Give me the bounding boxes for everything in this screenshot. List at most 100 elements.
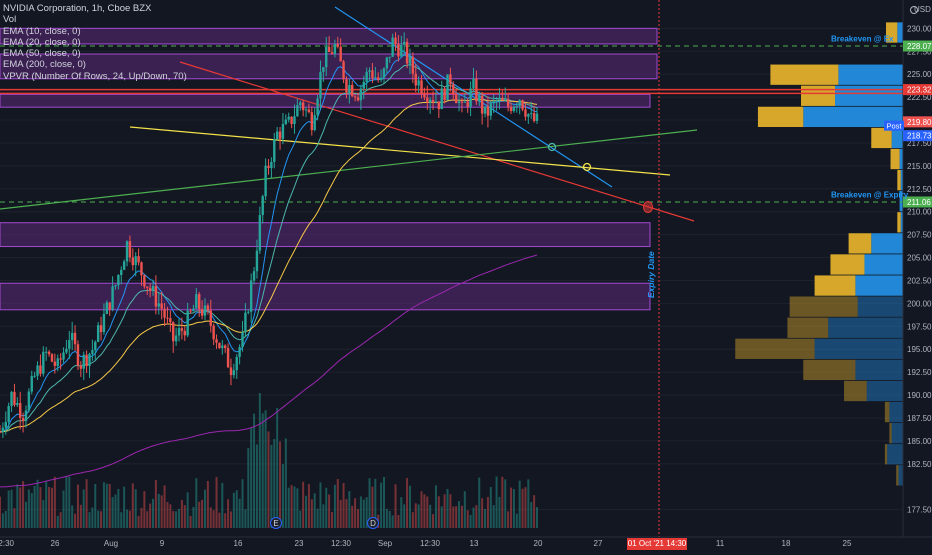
- candle-body[interactable]: [7, 406, 10, 422]
- candle-body[interactable]: [143, 275, 146, 287]
- candle-body[interactable]: [394, 37, 397, 45]
- candle-body[interactable]: [82, 354, 85, 369]
- candle-body[interactable]: [414, 73, 417, 86]
- candle-body[interactable]: [192, 308, 195, 312]
- candle-body[interactable]: [134, 256, 137, 266]
- candle-body[interactable]: [426, 97, 429, 103]
- candle-body[interactable]: [400, 44, 403, 57]
- price-label-badge[interactable]: [903, 116, 932, 128]
- candle-body[interactable]: [356, 97, 360, 101]
- currency-label[interactable]: USD: [914, 5, 931, 14]
- candle-body[interactable]: [377, 77, 380, 80]
- candle-body[interactable]: [446, 74, 449, 100]
- candle-body[interactable]: [301, 102, 305, 111]
- breakeven-expiry-annotation[interactable]: Breakeven @ Expiry: [831, 190, 909, 199]
- candle-body[interactable]: [200, 309, 204, 316]
- candle-body[interactable]: [238, 347, 241, 357]
- candle-body[interactable]: [148, 287, 152, 291]
- candle-body[interactable]: [483, 106, 487, 114]
- candle-body[interactable]: [258, 215, 262, 251]
- candle-body[interactable]: [261, 196, 264, 216]
- candle-body[interactable]: [362, 81, 365, 89]
- candle-body[interactable]: [532, 113, 536, 121]
- zone-1[interactable]: [0, 53, 658, 80]
- candle-body[interactable]: [353, 96, 357, 98]
- candle-body[interactable]: [249, 280, 253, 312]
- candle-body[interactable]: [365, 71, 368, 82]
- candle-body[interactable]: [151, 286, 155, 291]
- event-icon-1[interactable]: [367, 517, 379, 529]
- candle-body[interactable]: [512, 106, 516, 112]
- candle-body[interactable]: [68, 340, 71, 349]
- candle-body[interactable]: [206, 305, 210, 311]
- candle-body[interactable]: [284, 119, 288, 125]
- candle-body[interactable]: [169, 318, 172, 323]
- candle-body[interactable]: [521, 100, 524, 110]
- candle-body[interactable]: [105, 302, 109, 314]
- candle-body[interactable]: [186, 310, 189, 336]
- candle-body[interactable]: [154, 286, 158, 307]
- candle-body[interactable]: [0, 431, 2, 433]
- candle-body[interactable]: [19, 403, 22, 418]
- zone-3[interactable]: [0, 222, 651, 248]
- candle-body[interactable]: [397, 44, 400, 57]
- candle-body[interactable]: [498, 97, 501, 101]
- legend-ema-50[interactable]: EMA (50, close, 0): [3, 48, 81, 60]
- legend-vpvr[interactable]: VPVR (Number Of Rows, 24, Up/Down, 70): [3, 70, 187, 82]
- candle-body[interactable]: [405, 41, 409, 64]
- candle-body[interactable]: [88, 353, 91, 367]
- candle-body[interactable]: [209, 310, 212, 326]
- legend-vol[interactable]: Vol: [3, 14, 17, 26]
- candle-body[interactable]: [486, 106, 490, 116]
- candle-body[interactable]: [120, 269, 123, 275]
- price-label-badge[interactable]: [903, 196, 932, 208]
- candle-body[interactable]: [189, 310, 192, 312]
- candle-body[interactable]: [454, 94, 458, 104]
- candle-body[interactable]: [96, 325, 100, 342]
- candle-body[interactable]: [76, 344, 80, 366]
- candle-body[interactable]: [449, 74, 452, 85]
- candle-body[interactable]: [223, 345, 227, 349]
- candle-body[interactable]: [330, 52, 334, 54]
- zone-4[interactable]: [0, 282, 651, 311]
- expiry-date-annotation[interactable]: Expiry Date: [646, 251, 656, 298]
- candle-body[interactable]: [299, 102, 302, 106]
- candle-body[interactable]: [278, 131, 282, 139]
- candle-body[interactable]: [351, 84, 354, 97]
- price-label-badge[interactable]: [903, 84, 932, 96]
- breakeven-ex-annotation[interactable]: Breakeven @ Ex: [831, 34, 894, 43]
- candle-body[interactable]: [293, 116, 296, 125]
- candle-body[interactable]: [281, 124, 285, 139]
- lower-target-marker[interactable]: [643, 201, 653, 213]
- candle-body[interactable]: [140, 262, 143, 276]
- candle-body[interactable]: [166, 317, 169, 319]
- candle-body[interactable]: [434, 101, 438, 103]
- candle-body[interactable]: [267, 165, 270, 169]
- candle-body[interactable]: [371, 70, 374, 78]
- time-cursor-badge[interactable]: [627, 538, 687, 550]
- candle-body[interactable]: [255, 250, 259, 272]
- candle-body[interactable]: [428, 99, 432, 103]
- price-label-badge[interactable]: [903, 130, 932, 142]
- candle-body[interactable]: [232, 370, 236, 376]
- candle-body[interactable]: [319, 71, 322, 99]
- candle-body[interactable]: [382, 68, 386, 78]
- candle-body[interactable]: [59, 358, 62, 360]
- candle-body[interactable]: [495, 100, 498, 102]
- price-label-badge[interactable]: [903, 40, 932, 52]
- candle-body[interactable]: [241, 332, 244, 348]
- candle-body[interactable]: [313, 115, 316, 131]
- candle-body[interactable]: [408, 56, 412, 64]
- candle-body[interactable]: [70, 332, 74, 341]
- candle-body[interactable]: [177, 328, 181, 336]
- candle-body[interactable]: [325, 47, 328, 68]
- candle-body[interactable]: [102, 313, 106, 333]
- candle-body[interactable]: [417, 80, 420, 86]
- candle-body[interactable]: [79, 365, 83, 369]
- candle-body[interactable]: [215, 339, 218, 343]
- candle-body[interactable]: [114, 285, 117, 287]
- symbol-title[interactable]: NVIDIA Corporation, 1h, Cboe BZX: [3, 3, 152, 14]
- candle-body[interactable]: [501, 97, 504, 101]
- candle-body[interactable]: [36, 365, 39, 376]
- candle-body[interactable]: [509, 106, 513, 112]
